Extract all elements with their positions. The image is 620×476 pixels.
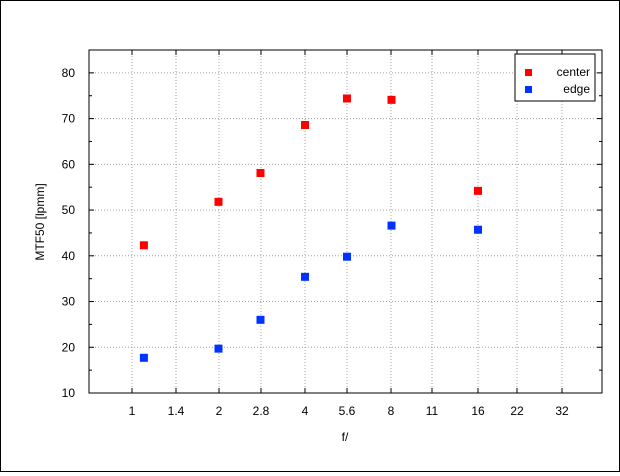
x-tick-label: 1 (129, 404, 136, 418)
x-tick-label: 5.6 (339, 404, 356, 418)
x-tick-label: 2.8 (253, 404, 270, 418)
point-center (474, 186, 482, 195)
x-tick-label: 22 (510, 404, 524, 418)
point-edge (256, 315, 265, 324)
point-center (139, 241, 148, 250)
y-tick-label: 70 (62, 112, 76, 126)
grid-lines (89, 50, 602, 393)
point-center (214, 197, 223, 206)
point-edge (214, 344, 223, 353)
x-tick-label: 16 (471, 404, 485, 418)
y-tick-label: 40 (62, 249, 76, 263)
point-edge (139, 353, 148, 362)
tick-labels: 10 20 30 40 50 60 70 80 1 1.4 2 2.8 4 5.6 8 11 16 22 32 (62, 66, 569, 418)
data-points (139, 94, 482, 362)
x-tick-label: 11 (426, 404, 439, 418)
plot-area (88, 49, 603, 394)
legend-label-center: center (557, 65, 590, 79)
x-tick-label: 2 (216, 404, 223, 418)
y-tick-label: 60 (62, 157, 76, 171)
y-tick-label: 20 (62, 340, 76, 354)
legend-box (514, 53, 596, 102)
x-tick-label: 4 (302, 404, 309, 418)
point-center (256, 169, 265, 178)
point-center (387, 95, 396, 104)
point-center (301, 121, 309, 130)
x-tick-label: 1.4 (168, 404, 185, 418)
point-edge (474, 225, 482, 234)
x-axis-label: f/ (342, 430, 349, 444)
y-axis-label: MTF50 [lpmm] (33, 183, 47, 260)
point-edge (301, 272, 309, 281)
point-center (342, 94, 351, 103)
y-tick-label: 50 (62, 203, 76, 217)
point-edge (342, 252, 351, 261)
legend-marker-center (525, 69, 532, 76)
y-tick-label: 10 (62, 386, 76, 400)
axis-ticks (89, 50, 602, 394)
y-tick-label: 30 (62, 295, 76, 309)
x-tick-label: 8 (388, 404, 395, 418)
legend: center edge (514, 53, 596, 102)
x-tick-label: 32 (555, 404, 569, 418)
y-tick-label: 80 (62, 66, 76, 80)
point-edge (387, 221, 396, 230)
legend-marker-edge (525, 86, 532, 93)
legend-label-edge: edge (563, 82, 590, 96)
